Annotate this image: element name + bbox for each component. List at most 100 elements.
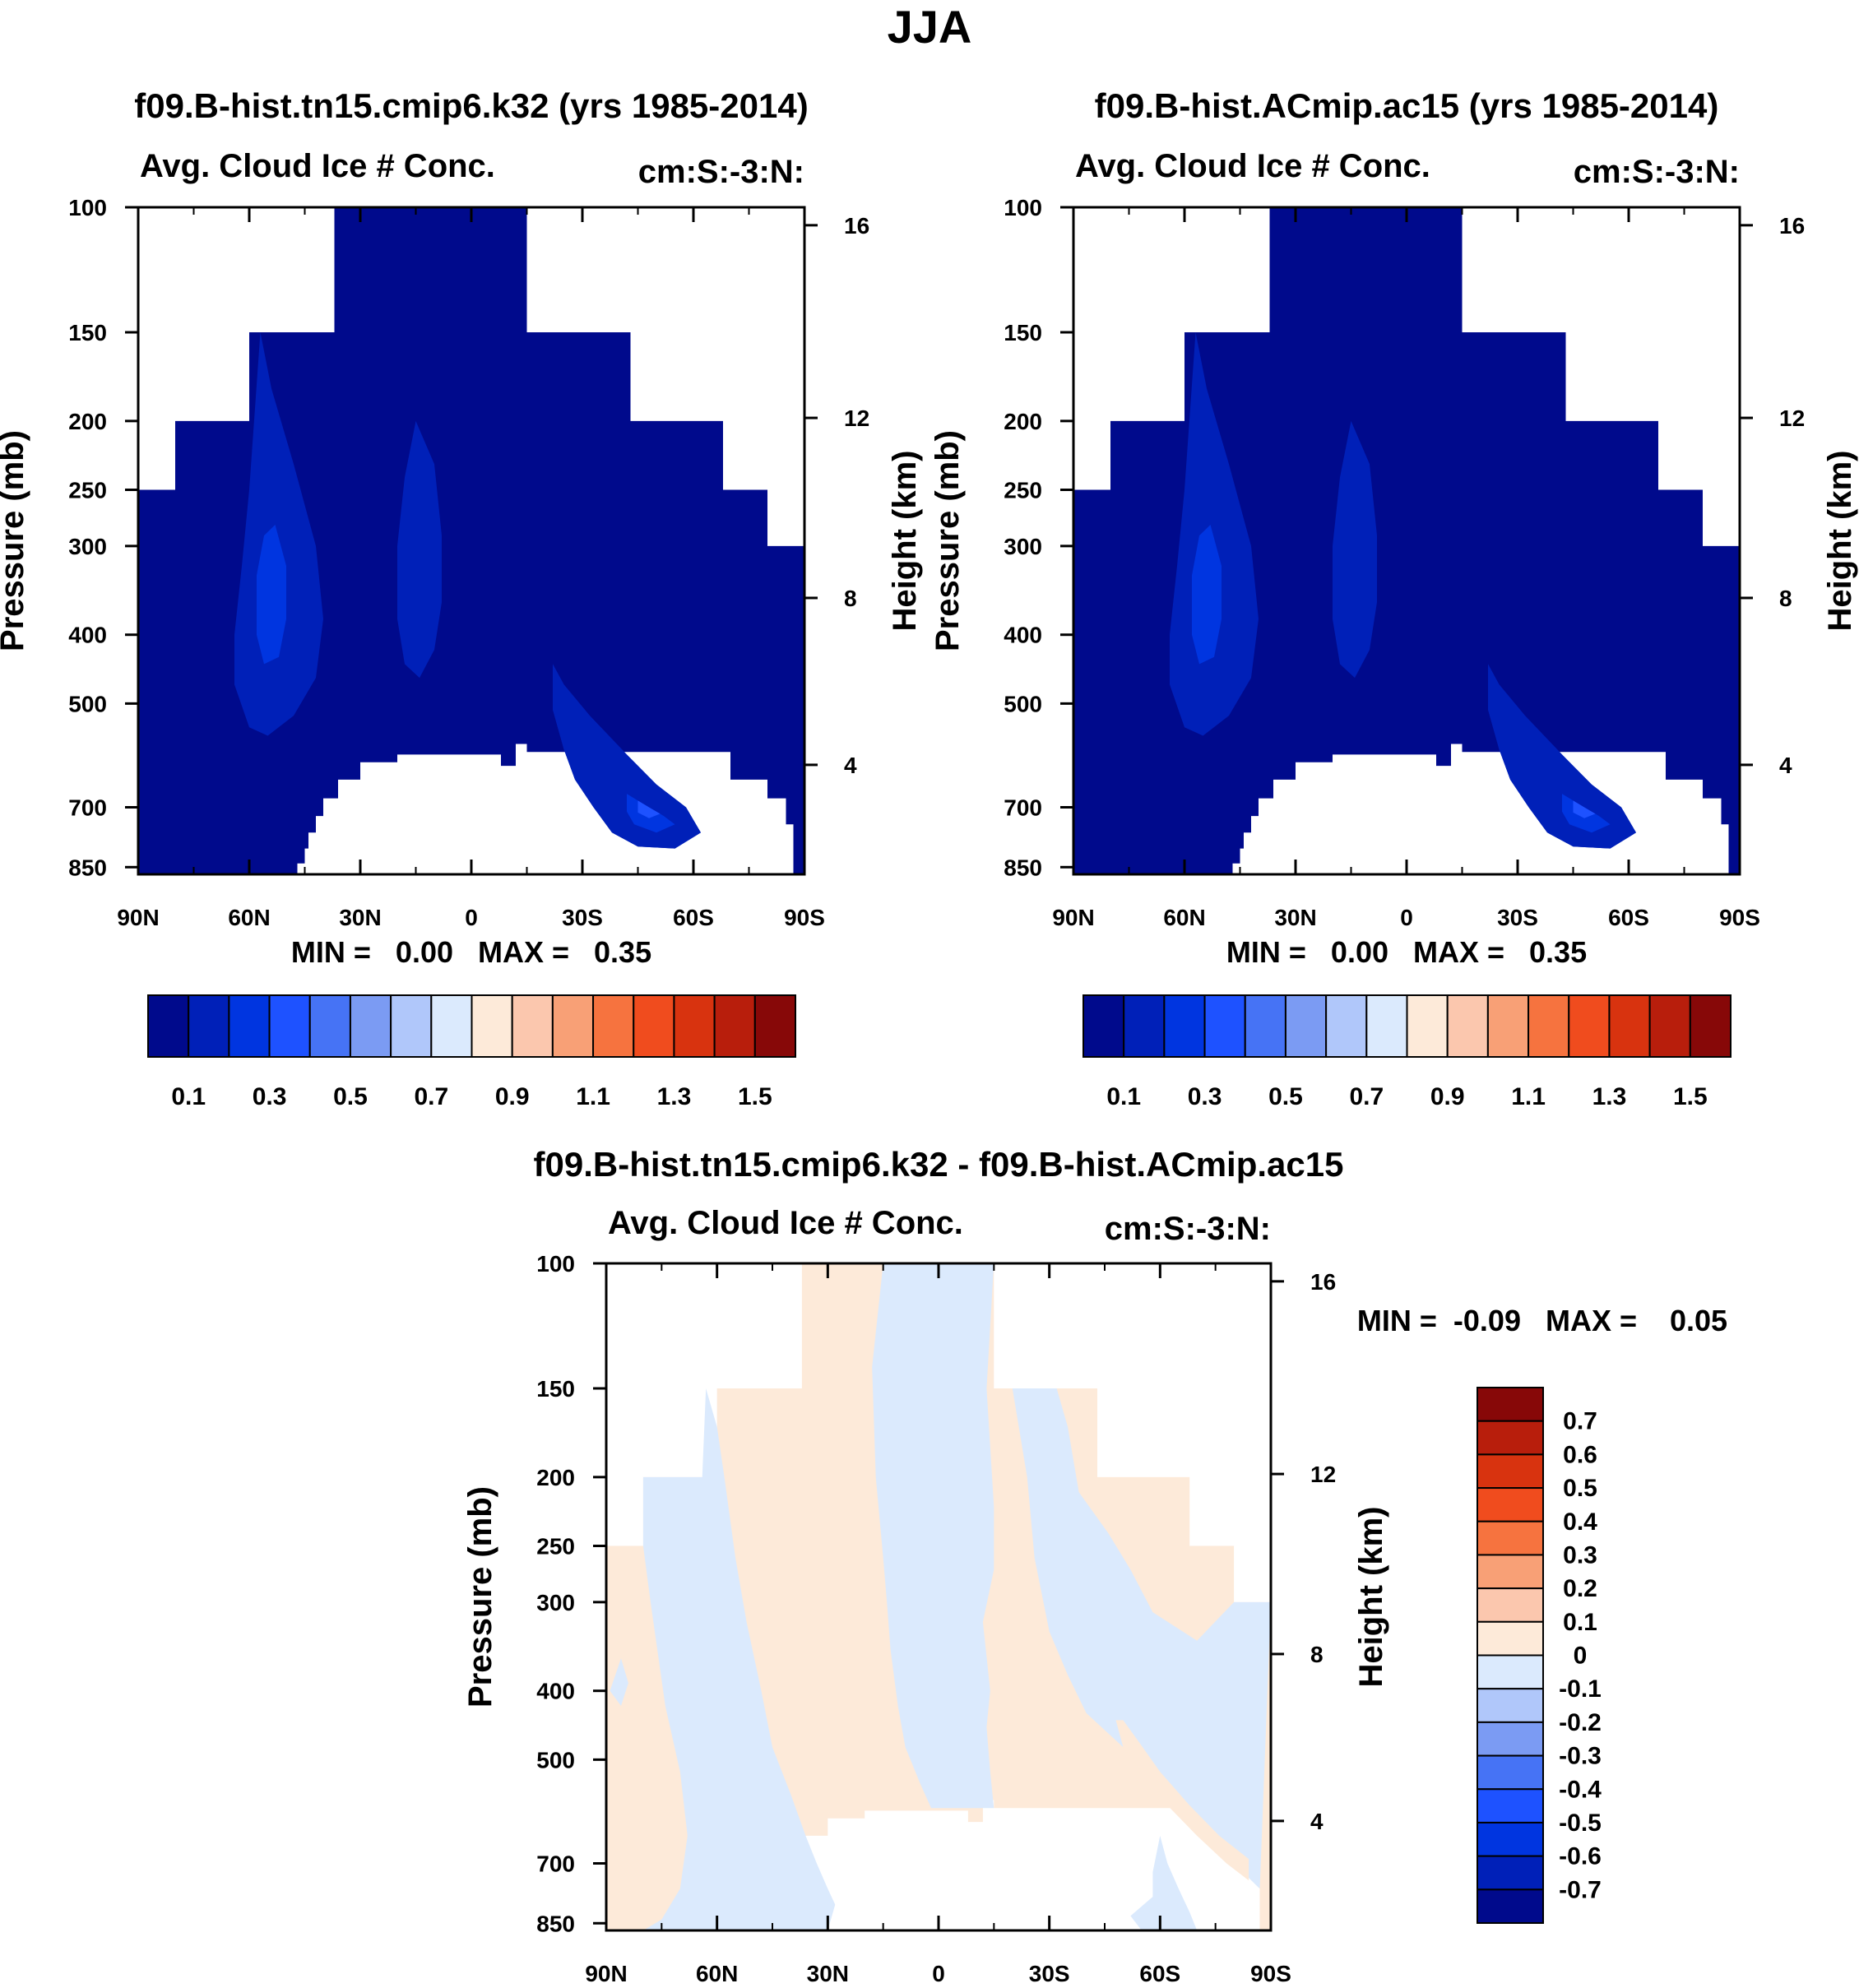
colorbar-label: 1.1 — [1511, 1083, 1546, 1110]
colorbar-2: MIN = 0.00 MAX = 0.35 0.1 0.3 0.5 0.7 0.9 1.1 1… — [1082, 935, 1732, 1110]
contour-level-positive — [1115, 1720, 1249, 1881]
y-tick-label: 150 — [536, 1376, 575, 1402]
field-background-level — [1073, 207, 1740, 874]
left-string: Avg. Cloud Ice # Conc. — [608, 1205, 963, 1241]
colorbar-box — [1477, 1420, 1544, 1456]
colorbar-box — [1486, 994, 1530, 1058]
y-right-tick-label: 8 — [844, 586, 857, 611]
y-tick-label: 150 — [1004, 320, 1042, 345]
min-max-label: MIN = -0.09 MAX = 0.05 — [1357, 1304, 1727, 1337]
y-tick-label: 250 — [536, 1534, 575, 1559]
y-right-tick-label: 4 — [844, 753, 857, 778]
x-tick-label: 30N — [1274, 905, 1316, 930]
colorbar-label: 0.3 — [1188, 1083, 1222, 1110]
y-tick-label: 200 — [1004, 409, 1042, 434]
colorbar-box — [390, 994, 433, 1058]
contour-level-1 — [397, 420, 442, 679]
colorbar-box — [268, 994, 311, 1058]
colorbar-box — [1477, 1520, 1544, 1556]
x-tick-label: 60S — [673, 905, 714, 930]
colorbar-label: -0.1 — [1559, 1675, 1602, 1703]
colorbar-box — [1244, 994, 1286, 1058]
colorbar-box — [511, 994, 554, 1058]
colorbar-label: -0.4 — [1559, 1776, 1602, 1803]
y-tick-label: 700 — [68, 795, 107, 820]
colorbar-box — [308, 994, 351, 1058]
y-right-tick-label: 8 — [1779, 586, 1792, 611]
colorbar-box — [188, 994, 230, 1058]
colorbar-box — [1477, 1587, 1544, 1623]
colorbar-label: 1.1 — [576, 1083, 610, 1110]
colorbar-label: 0.3 — [1563, 1541, 1597, 1569]
colorbar-label: 0.1 — [1106, 1083, 1141, 1110]
left-string: Avg. Cloud Ice # Conc. — [1075, 148, 1430, 184]
y-tick-label: 200 — [68, 409, 107, 434]
y-axis-title-right: Height (km) — [1353, 1507, 1389, 1688]
colorbar-box — [147, 994, 190, 1058]
colorbar-3: MIN = -0.09 MAX = 0.05 0.7 0.6 0.5 0.4 0.3 0.2… — [1357, 1304, 1727, 1924]
colorbar-label: 0.7 — [1563, 1408, 1597, 1435]
contour-level-2 — [257, 525, 286, 665]
right-string: cm:S:-3:N: — [638, 154, 804, 190]
x-tick-label: 0 — [465, 905, 478, 930]
colorbar-box — [673, 994, 716, 1058]
y-tick-label: 300 — [1004, 534, 1042, 559]
contour-level-1 — [1488, 664, 1636, 849]
min-max-label: MIN = 0.00 MAX = 0.35 — [1226, 935, 1587, 969]
right-string: cm:S:-3:N: — [1105, 1211, 1271, 1247]
y-tick-label: 850 — [68, 855, 107, 880]
colorbar-box — [713, 994, 756, 1058]
colorbar-box — [1477, 1888, 1544, 1924]
panel-title: f09.B-hist.ACmip.ac15 (yrs 1985-2014) — [1095, 86, 1719, 125]
colorbar-box — [1477, 1554, 1544, 1590]
colorbar-box — [1477, 1754, 1544, 1791]
x-tick-label: 90S — [1250, 1961, 1291, 1986]
y-tick-label: 250 — [1004, 478, 1042, 503]
contour-level-negative — [610, 1658, 628, 1706]
colorbar-box — [1477, 1688, 1544, 1723]
x-tick-label: 60S — [1139, 1961, 1180, 1986]
contour-level-negative — [1012, 1388, 1271, 1889]
y-axis-title-right: Height (km) — [887, 451, 923, 632]
panel-title: f09.B-hist.tn15.cmip6.k32 - f09.B-hist.A… — [534, 1145, 1344, 1184]
x-tick-label: 30S — [1497, 905, 1538, 930]
y-tick-label: 100 — [536, 1251, 575, 1277]
y-tick-label: 700 — [1004, 795, 1042, 820]
colorbar-label: 1.5 — [738, 1083, 772, 1110]
x-tick-label: 60N — [228, 905, 270, 930]
y-right-tick-label: 16 — [1779, 213, 1805, 239]
x-tick-label: 0 — [1400, 905, 1413, 930]
y-right-tick-label: 12 — [844, 405, 869, 431]
colorbar-box — [1203, 994, 1246, 1058]
colorbar-label: 0.1 — [171, 1083, 206, 1110]
colorbar-box — [633, 994, 675, 1058]
field-background-level — [138, 207, 804, 874]
colorbar-label: 0.1 — [1563, 1609, 1597, 1636]
colorbar-box — [1477, 1721, 1544, 1757]
y-right-tick-label: 16 — [844, 213, 869, 239]
y-right-tick-label: 16 — [1310, 1269, 1336, 1295]
x-tick-label: 30S — [562, 905, 603, 930]
y-axis-title: Pressure (mb) — [0, 430, 30, 651]
colorbar-box — [1446, 994, 1489, 1058]
x-tick-label: 60S — [1608, 905, 1649, 930]
contour-level-negative — [1130, 1835, 1198, 1930]
colorbar-label: 0.5 — [333, 1083, 368, 1110]
colorbar-label: 0.7 — [414, 1083, 448, 1110]
chart-panel-1: f09.B-hist.tn15.cmip6.k32 (yrs 1985-2014… — [0, 86, 923, 930]
panel-title: f09.B-hist.tn15.cmip6.k32 (yrs 1985-2014… — [134, 86, 808, 125]
colorbar-box — [430, 994, 473, 1058]
colorbar-label: -0.7 — [1559, 1876, 1602, 1903]
right-string: cm:S:-3:N: — [1574, 154, 1740, 190]
colorbar-box — [1477, 1387, 1544, 1422]
colorbar-label: -0.6 — [1559, 1843, 1602, 1870]
contour-level-1 — [1170, 332, 1259, 736]
y-tick-label: 150 — [68, 320, 107, 345]
y-tick-label: 300 — [68, 534, 107, 559]
colorbar-box — [1648, 994, 1691, 1058]
colorbar-box — [1477, 1654, 1544, 1690]
colorbar-box — [349, 994, 392, 1058]
colorbar-label: 0.2 — [1563, 1575, 1597, 1602]
y-right-tick-label: 8 — [1310, 1642, 1324, 1667]
